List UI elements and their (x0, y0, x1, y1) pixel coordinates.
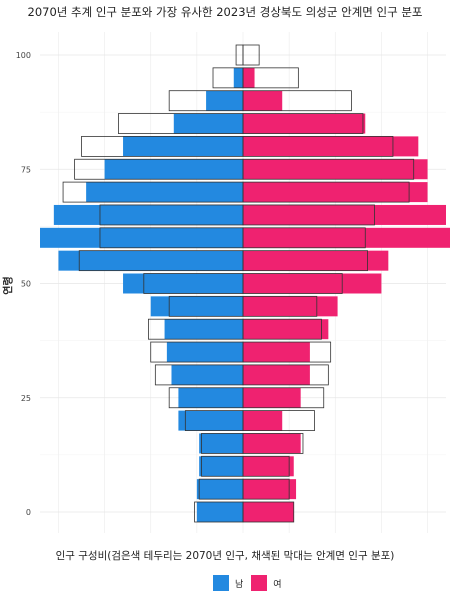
bar-male (196, 479, 243, 500)
y-tick-label: 0 (26, 508, 31, 517)
bar-female (243, 204, 446, 225)
bar-outline-female-2070 (242, 501, 295, 523)
bar-male (199, 456, 243, 477)
bar-female (243, 250, 389, 271)
bar-male (58, 250, 243, 271)
bar-outline-female-2070 (242, 364, 329, 386)
bar-male (86, 182, 244, 203)
bar-outline-female-2070 (242, 318, 322, 340)
bar-outline-female-2070 (242, 341, 332, 363)
bar-female (243, 296, 338, 317)
bar-outline-female-2070 (242, 90, 352, 112)
legend-swatch-female (251, 575, 268, 591)
bar-female (243, 90, 283, 111)
bar-male (166, 342, 243, 363)
bar-outline-female-2070 (242, 113, 364, 134)
bar-male (123, 136, 243, 157)
bar-female (243, 273, 382, 294)
legend-label-male: 남 (235, 579, 244, 590)
bar-male (104, 159, 243, 180)
bar-female (243, 479, 297, 500)
bar-male (206, 90, 243, 111)
x-axis-title: 인구 구성비(검은색 테두리는 2070년 인구, 채색된 막대는 안계면 인구… (55, 550, 395, 562)
bar-female (243, 182, 428, 203)
bar-male (53, 204, 243, 225)
bar-female (243, 364, 310, 385)
bar-female (243, 433, 301, 454)
y-tick-label: 100 (16, 51, 31, 60)
bar-outline-female-2070 (242, 455, 290, 477)
bar-male (173, 113, 243, 134)
y-tick-label: 50 (21, 280, 31, 289)
bar-male (196, 502, 243, 522)
bar-male (178, 410, 243, 431)
bar-female (243, 227, 450, 248)
y-tick-label: 25 (21, 394, 31, 403)
legend-label-female: 여 (273, 579, 282, 590)
bar-female (243, 342, 310, 363)
bar-outline-female-2070 (242, 135, 394, 157)
legend-item-male: 남 (213, 575, 243, 591)
bar-outline-female-2070 (242, 295, 318, 317)
bar-outline-female-2070 (242, 433, 304, 454)
bar-male (123, 273, 243, 294)
bar-male (199, 433, 243, 454)
bar-female (243, 67, 255, 88)
legend-swatch-male (213, 575, 229, 591)
bar-male (40, 227, 243, 248)
bar-female (243, 387, 301, 408)
bar-female (243, 410, 283, 431)
bar-outline-female-2070 (242, 273, 343, 294)
bar-outline-female-2070 (242, 158, 415, 180)
bar-female (243, 136, 419, 157)
bar-female (243, 159, 428, 180)
chart-title: 2070년 추계 인구 분포와 가장 유사한 2023년 경상북도 의성군 안계… (27, 5, 423, 19)
bar-outline-female-2070 (242, 181, 410, 203)
bar-female (243, 456, 294, 477)
bar-male (150, 296, 243, 317)
bar-outline-female-2070 (242, 387, 325, 409)
bar-female (243, 502, 294, 522)
bar-male (171, 364, 243, 385)
bar-outline-female-2070 (242, 67, 299, 89)
bar-female (243, 113, 366, 134)
bar-male (233, 67, 243, 88)
bar-female (243, 319, 329, 340)
bar-male (178, 387, 243, 408)
bar-outline-female-2070 (242, 44, 260, 66)
bar-outline-female-2070 (242, 204, 375, 226)
bar-male (164, 319, 243, 340)
legend: 남 여 (213, 575, 290, 591)
legend-item-female: 여 (251, 575, 282, 591)
bar-outline-female-2070 (242, 227, 366, 249)
bar-outline-female-2070 (242, 410, 315, 432)
y-tick-label: 75 (21, 165, 31, 174)
bar-outline-female-2070 (242, 478, 290, 500)
bar-outline-female-2070 (242, 250, 368, 272)
